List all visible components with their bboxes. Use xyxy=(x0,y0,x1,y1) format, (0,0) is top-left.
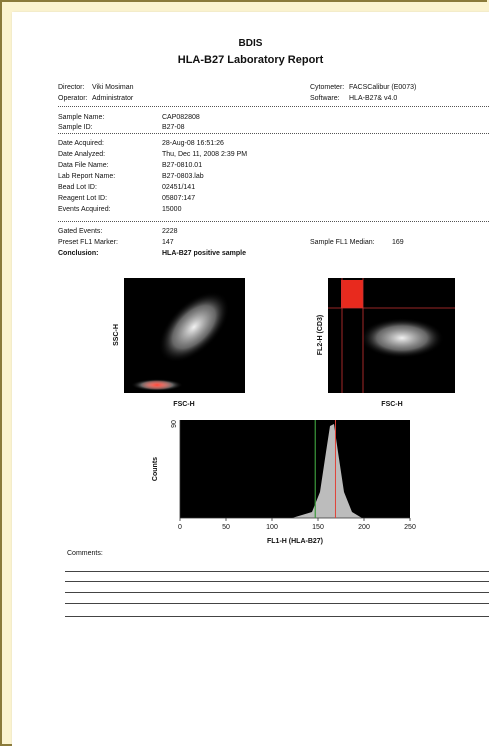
separator xyxy=(58,221,489,222)
report-page: BDIS HLA-B27 Laboratory Report Director:… xyxy=(12,12,489,746)
field-value: 02451/141 xyxy=(162,184,196,191)
field-value: 28-Aug-08 16:51:26 xyxy=(162,140,224,147)
field-value: 05807:147 xyxy=(162,195,196,202)
field-label: Sample FL1 Median: xyxy=(310,239,375,246)
field-value: B27-08 xyxy=(162,124,185,131)
comments-label: Comments: xyxy=(67,550,103,557)
field-label: Date Analyzed: xyxy=(58,151,106,158)
field-label: Preset FL1 Marker: xyxy=(58,239,118,246)
comment-line xyxy=(65,592,489,593)
field-value: FACSCalibur (E0073) xyxy=(349,84,417,91)
x-tick-label: 250 xyxy=(404,524,416,531)
field-label: Conclusion: xyxy=(58,250,99,257)
comment-line xyxy=(65,603,489,604)
field-value: B27-0810.01 xyxy=(162,162,203,169)
field-value: 147 xyxy=(162,239,174,246)
cell-cloud xyxy=(360,318,444,358)
comment-line xyxy=(65,616,489,617)
field-label: Software: xyxy=(310,95,340,102)
gate-cloud xyxy=(341,280,363,308)
y-axis-label: SSC-H xyxy=(113,324,120,346)
field-label: Data File Name: xyxy=(58,162,109,169)
x-tick-label: 100 xyxy=(266,524,278,531)
field-value: 2228 xyxy=(162,228,178,235)
y-axis-label: Counts xyxy=(152,457,159,481)
field-label: Cytometer: xyxy=(310,84,345,91)
x-tick-label: 50 xyxy=(222,524,230,531)
field-value: 15000 xyxy=(162,206,182,213)
gate-cloud xyxy=(141,380,173,390)
field-label: Sample ID: xyxy=(58,124,93,131)
y-axis-label: FL2-H (CD3) xyxy=(317,315,324,355)
field-value: HLA-B27 positive sample xyxy=(162,250,247,257)
field-value: Viki Mosiman xyxy=(92,84,134,91)
field-label: Director: xyxy=(58,84,85,91)
field-value: HLA-B27& v4.0 xyxy=(349,95,398,102)
field-label: Events Acquired: xyxy=(58,206,111,213)
cell-cloud xyxy=(158,291,230,363)
org: BDIS xyxy=(238,38,263,49)
x-axis-label: FSC-H xyxy=(381,401,402,408)
x-tick-label: 0 xyxy=(178,524,182,531)
report-title: HLA-B27 Laboratory Report xyxy=(177,54,324,66)
separator xyxy=(58,106,489,107)
field-value: Administrator xyxy=(92,95,134,102)
histogram-curve xyxy=(292,424,362,518)
plots: SSC-H FSC-H FL2-H (CD3) FSC-H 90 Counts … xyxy=(113,278,455,545)
histogram-plot xyxy=(180,420,410,518)
field-value: B27-0803.lab xyxy=(162,173,204,180)
comment-line xyxy=(65,581,489,582)
field-label: Bead Lot ID: xyxy=(58,184,97,191)
comment-line xyxy=(65,571,489,572)
field-label: Gated Events: xyxy=(58,228,103,235)
field-value: Thu, Dec 11, 2008 2:39 PM xyxy=(162,151,248,158)
field-value: 169 xyxy=(392,239,404,246)
field-label: Lab Report Name: xyxy=(58,173,116,180)
separator xyxy=(58,133,489,134)
field-label: Reagent Lot ID: xyxy=(58,195,108,202)
x-tick-label: 200 xyxy=(358,524,370,531)
x-axis-label: FL1-H (HLA-B27) xyxy=(267,538,323,545)
x-tick-label: 150 xyxy=(312,524,324,531)
field-label: Sample Name: xyxy=(58,114,105,121)
field-label: Date Acquired: xyxy=(58,140,104,147)
y-max-label: 90 xyxy=(171,420,178,428)
field-label: Operator: xyxy=(58,95,88,102)
x-axis-label: FSC-H xyxy=(173,401,194,408)
field-value: CAP082808 xyxy=(162,114,200,121)
